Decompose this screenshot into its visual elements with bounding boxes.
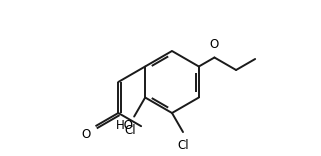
Text: O: O (81, 128, 91, 141)
Text: HO: HO (116, 119, 134, 132)
Text: O: O (210, 37, 219, 51)
Text: Cl: Cl (177, 139, 189, 152)
Text: Cl: Cl (124, 124, 136, 136)
